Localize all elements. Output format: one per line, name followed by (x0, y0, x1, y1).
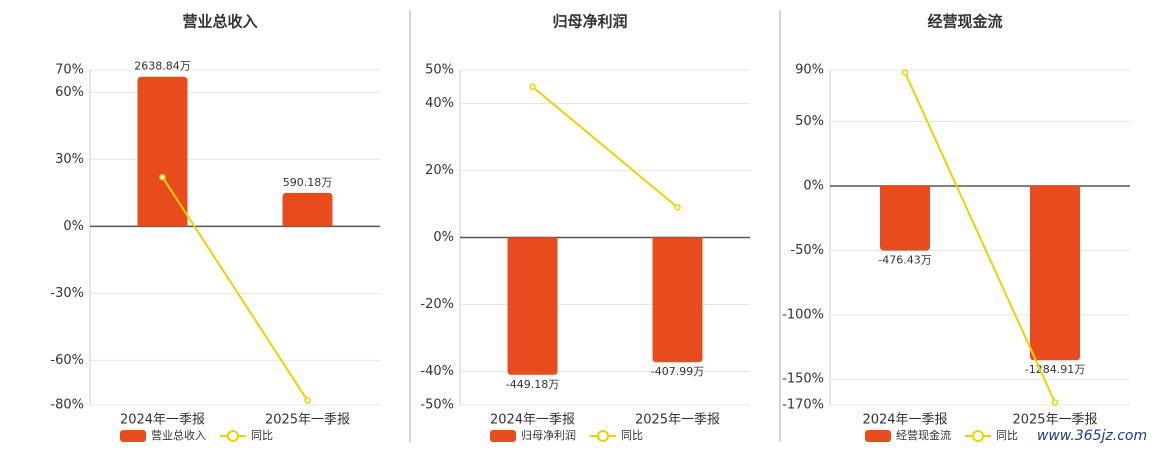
bar (282, 192, 333, 227)
y-tick-label: 70% (55, 63, 84, 78)
y-tick-label: -150% (782, 372, 824, 387)
x-tick-label: 2025年一季报 (1012, 413, 1097, 428)
line (904, 72, 1056, 403)
y-tick-label: 40% (425, 96, 454, 111)
line (531, 85, 679, 209)
y-tick-label: 50% (425, 63, 454, 78)
line-point (159, 173, 166, 181)
line-point (304, 397, 311, 404)
line-point (901, 69, 909, 76)
line (161, 176, 309, 402)
y-tick-label: -100% (782, 307, 824, 322)
y-tick-label: -170% (782, 398, 824, 413)
watermark: www.365jz.com (1037, 428, 1147, 444)
legend-label: 同比 (251, 429, 273, 442)
y-tick-label: -80% (50, 398, 84, 413)
line-point (1051, 399, 1059, 406)
y-tick-label: -30% (50, 286, 84, 301)
value-label: -407.99万 (651, 365, 704, 378)
legend-swatch (597, 430, 609, 442)
line-point (674, 204, 681, 211)
y-tick-label: -50% (420, 398, 454, 413)
value-label: 2638.84万 (134, 60, 191, 73)
y-tick-label: -20% (420, 297, 454, 312)
y-tick-label: 20% (425, 163, 454, 178)
line-point (529, 83, 536, 90)
y-tick-label: -40% (420, 364, 454, 379)
bar (652, 237, 703, 363)
legend-swatch (972, 430, 984, 442)
legend-label: 经营现金流 (896, 428, 951, 442)
x-tick-label: 2024年一季报 (862, 413, 947, 428)
y-tick-label: 0% (63, 219, 84, 234)
bar (507, 237, 558, 375)
value-label: -449.18万 (506, 378, 559, 391)
bar (880, 185, 930, 251)
value-label: 590.18万 (283, 176, 333, 189)
y-tick-label: 90% (795, 63, 824, 78)
legend-swatch (865, 430, 891, 442)
chart-title: 归母净利润 (552, 13, 627, 31)
x-tick-label: 2024年一季报 (120, 413, 205, 428)
value-label: -1284.91万 (1025, 363, 1085, 376)
x-tick-label: 2025年一季报 (635, 413, 720, 428)
legend-swatch (227, 430, 239, 442)
legend-label: 同比 (996, 429, 1018, 442)
y-tick-label: 0% (433, 230, 454, 245)
legend-label: 归母净利润 (521, 428, 576, 442)
legend-swatch (490, 430, 516, 442)
y-tick-label: 30% (55, 152, 84, 167)
chart-title: 营业总收入 (182, 13, 257, 31)
legend-label: 同比 (621, 429, 643, 442)
y-tick-label: 50% (795, 114, 824, 129)
x-tick-label: 2024年一季报 (490, 413, 575, 428)
legend-swatch (120, 430, 146, 442)
y-tick-label: -50% (790, 243, 824, 258)
x-tick-label: 2025年一季报 (265, 413, 350, 428)
chart-title: 经营现金流 (927, 13, 1002, 31)
legend-label: 营业总收入 (151, 428, 206, 442)
bar (137, 76, 188, 227)
y-tick-label: -60% (50, 353, 84, 368)
y-tick-label: 0% (803, 178, 824, 193)
y-tick-label: 60% (55, 85, 84, 100)
bar (1030, 185, 1080, 361)
value-label: -476.43万 (878, 254, 931, 267)
